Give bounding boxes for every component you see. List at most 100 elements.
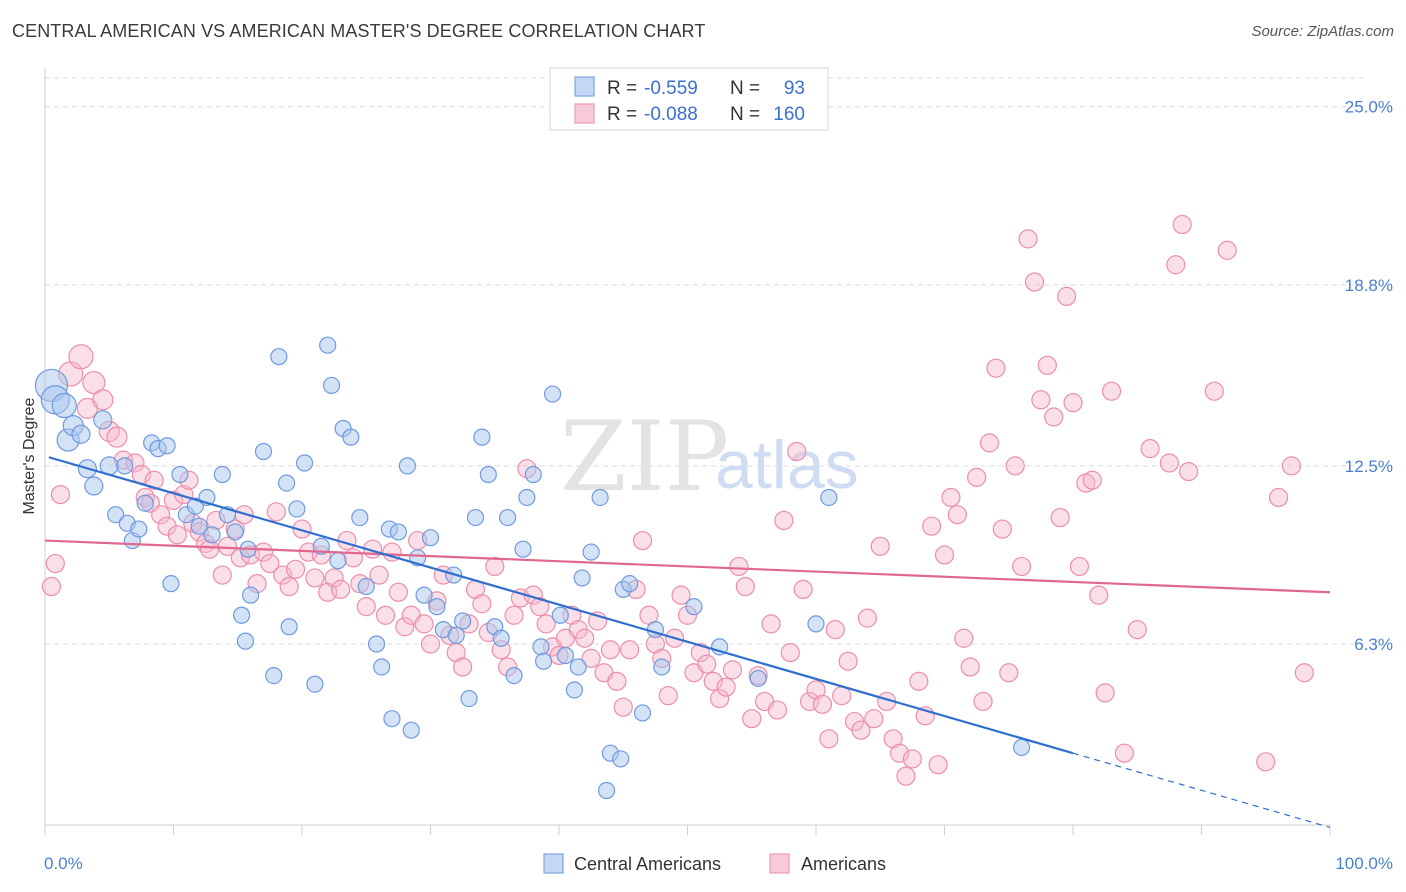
central-american-point-48 [357,577,375,596]
legend-r-label-2: R = [607,104,637,125]
legend-n-value-2: 160 [773,104,805,125]
american-point-151 [1005,456,1025,476]
central-american-point-90 [633,704,652,722]
american-point-136 [909,671,929,691]
source-label: Source: ZipAtlas.com [1251,23,1394,40]
central-american-point-73 [518,488,536,507]
watermark-zip: ZIP [560,401,729,513]
central-americans-points [34,336,1031,800]
american-point-167 [1114,743,1135,763]
american-point-155 [1031,390,1051,410]
american-point-117 [787,441,807,462]
american-point-177 [1268,487,1289,508]
american-point-38 [279,576,299,597]
central-american-point-71 [505,666,523,685]
central-american-point-89 [621,575,639,593]
american-point-145 [967,467,987,487]
central-american-point-77 [543,385,562,403]
bottom-legend-blue-label: Central Americans [574,854,721,874]
central-american-point-65 [466,508,485,527]
american-point-65 [453,657,473,677]
legend-swatch-pink [574,103,595,124]
american-point-130 [870,536,890,556]
central-american-point-52 [383,710,401,728]
american-point-18 [163,490,184,510]
american-point-172 [1172,214,1192,235]
central-american-point-14 [130,520,148,538]
american-point-50 [356,597,376,617]
american-point-16 [151,505,171,525]
central-american-point-18 [158,437,176,455]
americans-trend-line [44,539,1331,594]
central-american-point-2 [51,392,77,419]
americans-points [41,214,1314,786]
central-american-point-53 [389,523,407,541]
bottom-legend-swatch-blue [543,853,564,874]
american-point-35 [260,553,280,574]
central-american-point-81 [569,658,587,676]
central-american-point-67 [479,465,497,484]
american-point-134 [896,766,916,786]
american-point-27 [212,565,232,585]
american-point-60 [420,634,441,654]
american-point-166 [1101,381,1122,401]
legend: R = -0.559 N = 93 R = -0.088 N = 160 [549,67,829,131]
american-point-163 [1082,470,1102,490]
central-american-point-49 [367,635,386,653]
american-point-84 [575,628,595,648]
bottom-legend-pink-label: Americans [801,854,886,874]
central-american-point-33 [254,442,273,461]
american-point-73 [504,605,524,625]
american-point-36 [266,502,286,522]
central-american-point-62 [447,626,465,644]
american-point-2 [50,484,71,505]
x-tick-labels: 0.0% 100.0% [44,854,1393,873]
bottom-legend-swatch-pink [769,853,790,874]
american-point-124 [832,686,852,706]
american-point-45 [324,568,344,588]
central-american-point-15 [136,494,154,512]
central-american-point-55 [402,721,420,739]
american-point-28 [217,536,238,556]
american-point-157 [1044,407,1064,427]
american-point-9 [106,426,128,448]
american-point-102 [690,643,710,663]
american-point-120 [806,680,826,700]
american-point-128 [857,608,878,628]
american-point-171 [1166,255,1186,275]
american-point-110 [742,709,762,729]
american-point-77 [530,597,550,617]
american-point-132 [883,729,903,749]
american-point-46 [330,579,351,600]
central-american-point-35 [270,348,288,366]
american-point-152 [1011,556,1032,577]
central-american-point-57 [415,586,433,604]
central-american-point-26 [213,465,231,484]
central-american-point-50 [373,658,391,676]
american-point-4 [68,344,94,370]
central-american-point-40 [306,675,324,693]
american-point-91 [620,640,640,660]
central-american-point-69 [492,629,510,647]
american-point-105 [710,688,730,709]
american-point-121 [812,694,833,714]
american-point-107 [722,660,743,680]
y-tick-label-0: 6.3% [1354,635,1393,654]
american-point-0 [41,576,62,597]
american-point-176 [1256,752,1276,772]
american-point-118 [793,579,813,600]
american-point-59 [414,614,434,634]
watermark: ZIP atlas [560,401,859,513]
central-american-point-76 [534,652,553,670]
american-point-160 [1063,393,1083,413]
legend-box [549,67,829,131]
central-american-point-72 [514,540,532,558]
american-point-93 [632,530,653,551]
american-point-164 [1089,585,1109,605]
central-american-point-63 [454,612,472,630]
central-american-point-46 [342,428,360,446]
central-american-point-97 [820,488,838,507]
central-american-point-82 [573,569,591,587]
central-american-point-30 [236,632,255,650]
